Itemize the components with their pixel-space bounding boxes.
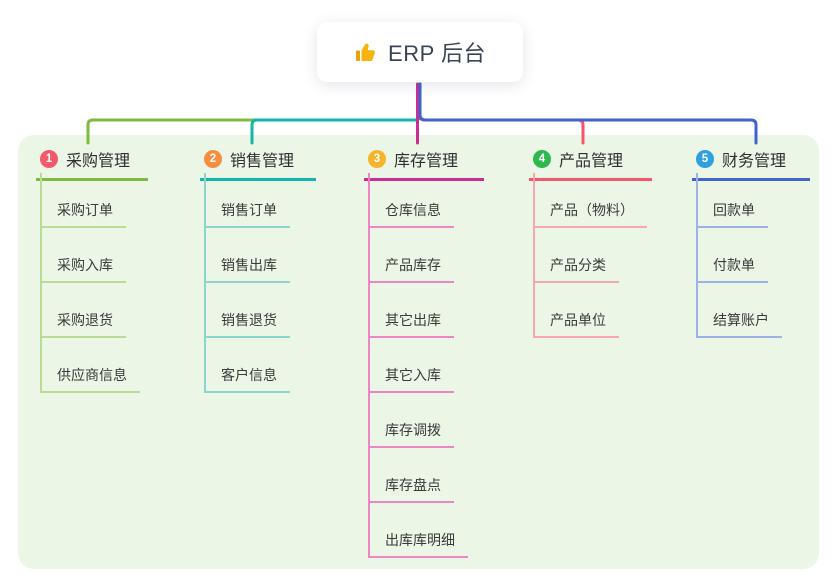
child-label: 结算账户: [713, 312, 769, 328]
child-label: 销售退货: [221, 312, 277, 328]
child-label: 其它入库: [385, 367, 441, 383]
child-node[interactable]: 产品（物料）: [533, 173, 647, 228]
child-node[interactable]: 库存盘点: [368, 448, 454, 503]
child-label: 产品分类: [550, 257, 606, 273]
branch-index-badge: 5: [696, 150, 714, 168]
child-node[interactable]: 采购退货: [40, 283, 126, 338]
child-node[interactable]: 其它出库: [368, 283, 454, 338]
branch-title[interactable]: 5 财务管理: [692, 147, 810, 181]
child-label: 回款单: [713, 202, 755, 218]
branch-index-badge: 3: [368, 150, 386, 168]
child-node[interactable]: 产品库存: [368, 228, 454, 283]
thumbs-up-icon: [354, 40, 378, 64]
child-node[interactable]: 出库库明细: [368, 503, 468, 558]
branch-children: 仓库信息 产品库存 其它出库 其它入库 库存调拨 库存盘点 出库库明细: [368, 173, 468, 558]
root-title: ERP 后台: [388, 41, 486, 66]
branch-label: 销售管理: [230, 153, 295, 170]
child-label: 销售出库: [221, 257, 277, 273]
child-label: 采购退货: [57, 312, 113, 328]
child-label: 采购入库: [57, 257, 113, 273]
branch-trunk-line: [368, 173, 370, 558]
child-label: 付款单: [713, 257, 755, 273]
branch-label: 产品管理: [559, 153, 624, 170]
branch-children: 采购订单 采购入库 采购退货 供应商信息: [40, 173, 140, 393]
branch-children: 回款单 付款单 结算账户: [696, 173, 782, 338]
branch-title[interactable]: 2 销售管理: [200, 147, 316, 181]
child-node[interactable]: 销售出库: [204, 228, 290, 283]
child-label: 产品（物料）: [550, 202, 634, 218]
child-label: 库存盘点: [385, 477, 441, 493]
child-node[interactable]: 产品分类: [533, 228, 619, 283]
child-node[interactable]: 产品单位: [533, 283, 619, 338]
child-label: 供应商信息: [57, 367, 127, 383]
child-label: 仓库信息: [385, 202, 441, 218]
branch-label: 财务管理: [722, 153, 787, 170]
child-node[interactable]: 客户信息: [204, 338, 290, 393]
child-node[interactable]: 其它入库: [368, 338, 454, 393]
branch-children: 产品（物料） 产品分类 产品单位: [533, 173, 647, 338]
child-label: 出库库明细: [385, 532, 455, 548]
child-node[interactable]: 采购订单: [40, 173, 126, 228]
child-label: 采购订单: [57, 202, 113, 218]
branch-index-badge: 2: [204, 150, 222, 168]
branch-label: 库存管理: [394, 153, 459, 170]
child-label: 产品单位: [550, 312, 606, 328]
child-node[interactable]: 销售退货: [204, 283, 290, 338]
child-label: 产品库存: [385, 257, 441, 273]
child-node[interactable]: 结算账户: [696, 283, 782, 338]
branch-title[interactable]: 4 产品管理: [529, 147, 652, 181]
branch-title[interactable]: 3 库存管理: [364, 147, 484, 181]
child-node[interactable]: 供应商信息: [40, 338, 140, 393]
branch-trunk-line: [696, 173, 698, 338]
child-label: 库存调拨: [385, 422, 441, 438]
root-node[interactable]: ERP 后台: [317, 22, 523, 82]
branch-index-badge: 4: [533, 150, 551, 168]
child-node[interactable]: 回款单: [696, 173, 768, 228]
mindmap-panel: [18, 135, 819, 569]
branch-title[interactable]: 1 采购管理: [36, 147, 148, 181]
branch-children: 销售订单 销售出库 销售退货 客户信息: [204, 173, 290, 393]
child-node[interactable]: 库存调拨: [368, 393, 454, 448]
child-node[interactable]: 仓库信息: [368, 173, 454, 228]
branch-trunk-line: [204, 173, 206, 393]
branch-trunk-line: [40, 173, 42, 393]
branch-trunk-line: [533, 173, 535, 338]
child-node[interactable]: 采购入库: [40, 228, 126, 283]
child-node[interactable]: 销售订单: [204, 173, 290, 228]
branch-index-badge: 1: [40, 150, 58, 168]
child-node[interactable]: 付款单: [696, 228, 768, 283]
child-label: 销售订单: [221, 202, 277, 218]
branch-label: 采购管理: [66, 153, 131, 170]
child-label: 其它出库: [385, 312, 441, 328]
child-label: 客户信息: [221, 367, 277, 383]
